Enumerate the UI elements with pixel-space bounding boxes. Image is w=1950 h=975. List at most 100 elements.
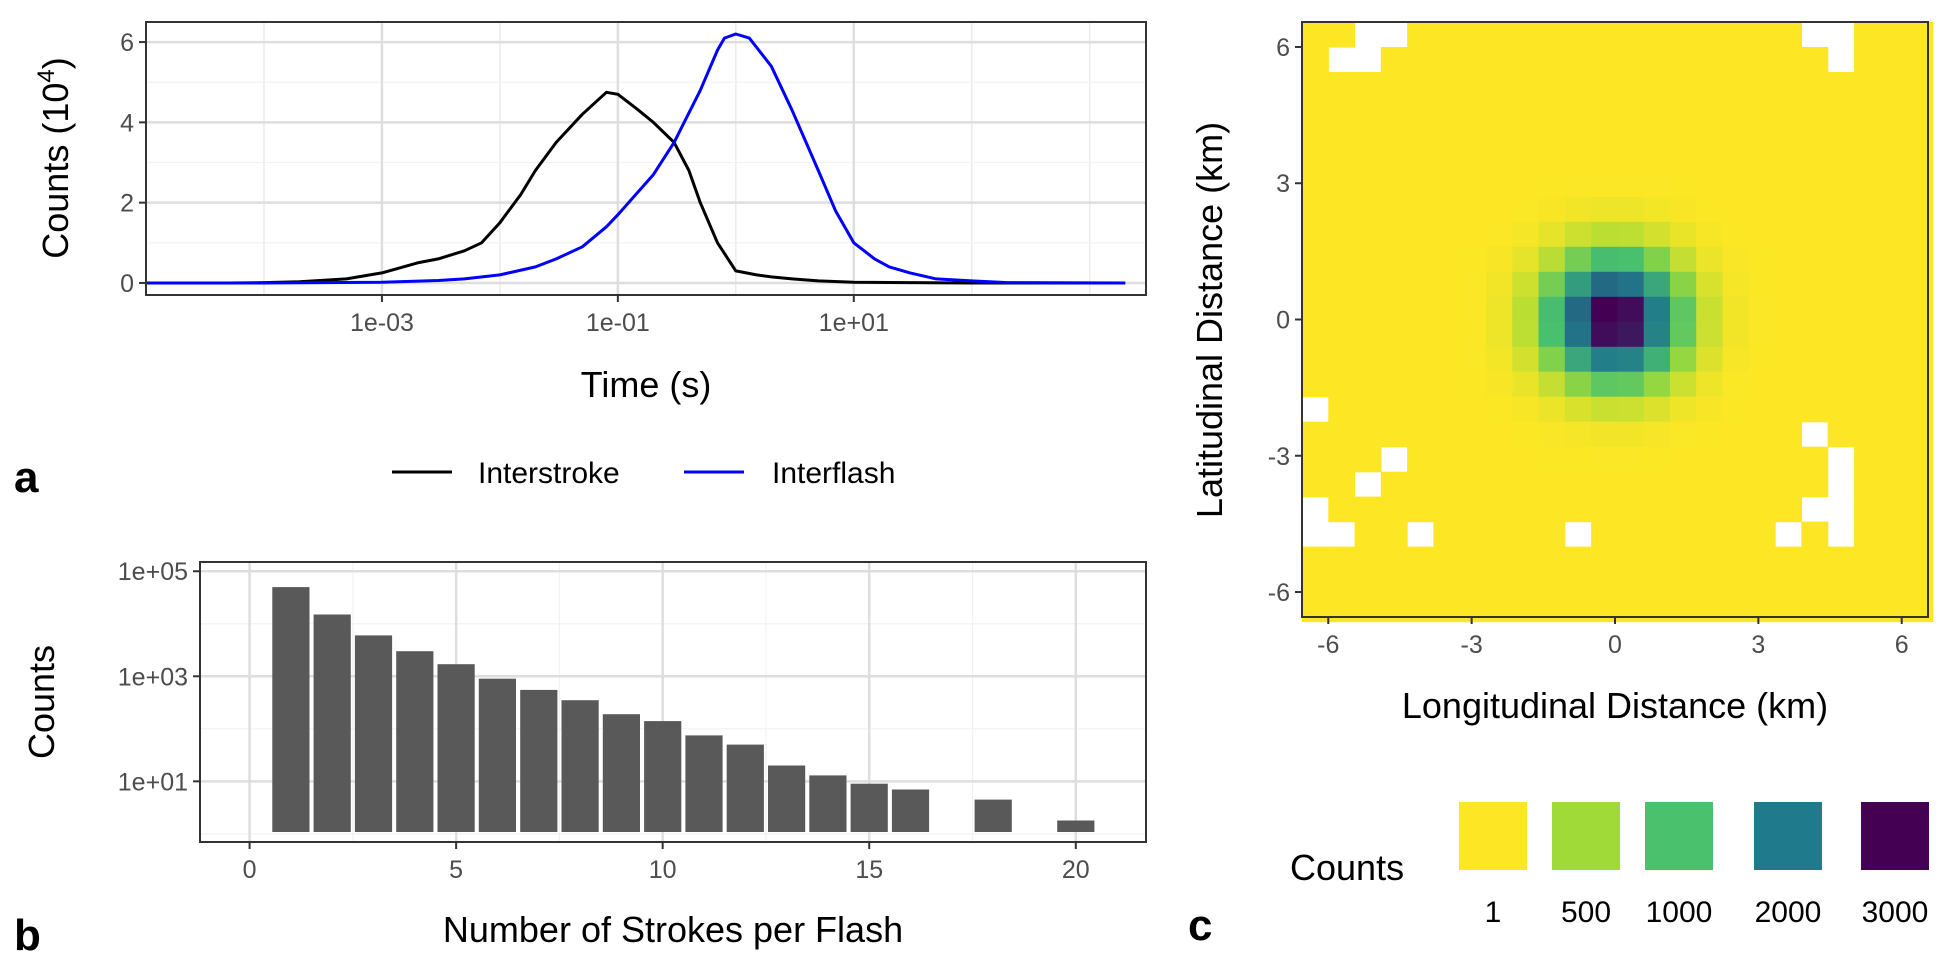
panel-b-y-tick-label: 1e+05: [118, 558, 188, 586]
heatmap-cell: [1459, 221, 1487, 248]
heatmap-cell: [1696, 371, 1724, 398]
heatmap-cell: [1302, 296, 1329, 323]
bar-strokes-18: [974, 799, 1012, 832]
heatmap-cell: [1748, 47, 1776, 73]
heatmap-cell: [1853, 596, 1881, 623]
heatmap-cell: [1801, 221, 1829, 248]
heatmap-cell: [1512, 146, 1540, 173]
heatmap-cell: [1591, 346, 1618, 373]
panel-b-x-tick-label: 10: [649, 856, 677, 884]
panel-a-y-tick-label: 4: [120, 109, 134, 137]
heatmap-cell: [1775, 96, 1802, 123]
heatmap-cell: [1302, 72, 1329, 98]
heatmap-cell: [1722, 421, 1750, 448]
heatmap-cell: [1512, 596, 1540, 623]
heatmap-cell: [1801, 471, 1829, 498]
heatmap-cell: [1302, 96, 1329, 123]
panel-c-x-tick-label: 6: [1895, 631, 1909, 659]
heatmap-cell: [1591, 471, 1618, 498]
heatmap-cell: [1643, 371, 1671, 398]
heatmap-cell: [1670, 221, 1697, 248]
heatmap-cell: [1853, 371, 1881, 398]
heatmap-cell: [1407, 571, 1434, 598]
heatmap-cell: [1827, 96, 1855, 123]
heatmap-cell: [1459, 346, 1487, 373]
heatmap-cell: [1880, 571, 1908, 598]
heatmap-cell: [1564, 221, 1592, 248]
heatmap-cell: [1302, 421, 1329, 448]
heatmap-cell: [1670, 72, 1697, 98]
heatmap-cell: [1696, 121, 1724, 148]
heatmap-cell: [1354, 396, 1382, 423]
heatmap-cell: [1538, 496, 1566, 523]
panel-label-b: b: [14, 911, 41, 960]
panel-c-x-tick-label: -6: [1317, 631, 1339, 659]
heatmap-cell: [1801, 146, 1829, 173]
heatmap-cell: [1801, 321, 1829, 348]
heatmap-cell: [1328, 446, 1356, 473]
heatmap-cell: [1354, 196, 1382, 223]
heatmap-cell: [1722, 47, 1750, 73]
heatmap-cell: [1617, 296, 1645, 323]
heatmap-cell: [1906, 396, 1934, 423]
heatmap-cell: [1906, 546, 1934, 573]
heatmap-cell: [1853, 246, 1881, 273]
heatmap-cell: [1775, 321, 1802, 348]
heatmap-cell: [1486, 471, 1513, 498]
heatmap-cell: [1512, 47, 1540, 73]
bar-strokes-9: [602, 714, 640, 832]
panel-c-y-tick-label: 0: [1276, 307, 1290, 335]
heatmap-cell: [1670, 121, 1697, 148]
heatmap-cell: [1486, 221, 1513, 248]
heatmap-cell: [1853, 521, 1881, 548]
heatmap-cell: [1827, 171, 1855, 198]
heatmap-cell: [1512, 496, 1540, 523]
heatmap-cell: [1880, 446, 1908, 473]
heatmap-cell: [1853, 446, 1881, 473]
heatmap-cell: [1880, 271, 1908, 298]
heatmap-cell: [1354, 321, 1382, 348]
heatmap-cell: [1591, 371, 1618, 398]
heatmap-cell: [1407, 471, 1434, 498]
panel-a-x-tick-label: 1e-01: [586, 309, 650, 337]
heatmap-cell: [1328, 346, 1356, 373]
bar-strokes-2: [313, 614, 351, 832]
panel-c-y-tick-label: -6: [1268, 579, 1290, 607]
heatmap-cell: [1617, 421, 1645, 448]
heatmap-cell: [1617, 171, 1645, 198]
heatmap-cell: [1407, 271, 1434, 298]
heatmap-cell: [1722, 546, 1750, 573]
heatmap-cell: [1827, 146, 1855, 173]
panel-c-y-tick-label: 6: [1276, 34, 1290, 62]
heatmap-cell: [1512, 546, 1540, 573]
heatmap-cell: [1538, 221, 1566, 248]
heatmap-cell: [1670, 571, 1697, 598]
heatmap-cell: [1354, 72, 1382, 98]
heatmap-cell: [1643, 471, 1671, 498]
heatmap-cell: [1880, 596, 1908, 623]
heatmap-cell: [1591, 421, 1618, 448]
heatmap-cell: [1696, 221, 1724, 248]
heatmap-cell: [1512, 196, 1540, 223]
heatmap-cell: [1459, 47, 1487, 73]
heatmap-cell: [1906, 196, 1934, 223]
heatmap-cell: [1696, 521, 1724, 548]
heatmap-cell: [1748, 96, 1776, 123]
heatmap-cell: [1617, 22, 1645, 48]
heatmap-cell: [1801, 96, 1829, 123]
heatmap-cell: [1459, 296, 1487, 323]
heatmap-cell: [1380, 221, 1408, 248]
heatmap-cell: [1880, 521, 1908, 548]
heatmap-cell: [1617, 446, 1645, 473]
bar-strokes-4: [396, 651, 434, 832]
panel-c-color-legend: Counts 1 500 1000 2000 3000: [1290, 802, 1929, 929]
heatmap-cell: [1670, 296, 1697, 323]
heatmap-cell: [1459, 596, 1487, 623]
panel-a-y-axis-title: Counts (104): [33, 57, 76, 258]
heatmap-cell: [1696, 196, 1724, 223]
heatmap-cell: [1459, 171, 1487, 198]
heatmap-cell: [1827, 396, 1855, 423]
heatmap-cell: [1433, 446, 1461, 473]
heatmap-cell: [1748, 72, 1776, 98]
bar-strokes-10: [644, 721, 682, 832]
